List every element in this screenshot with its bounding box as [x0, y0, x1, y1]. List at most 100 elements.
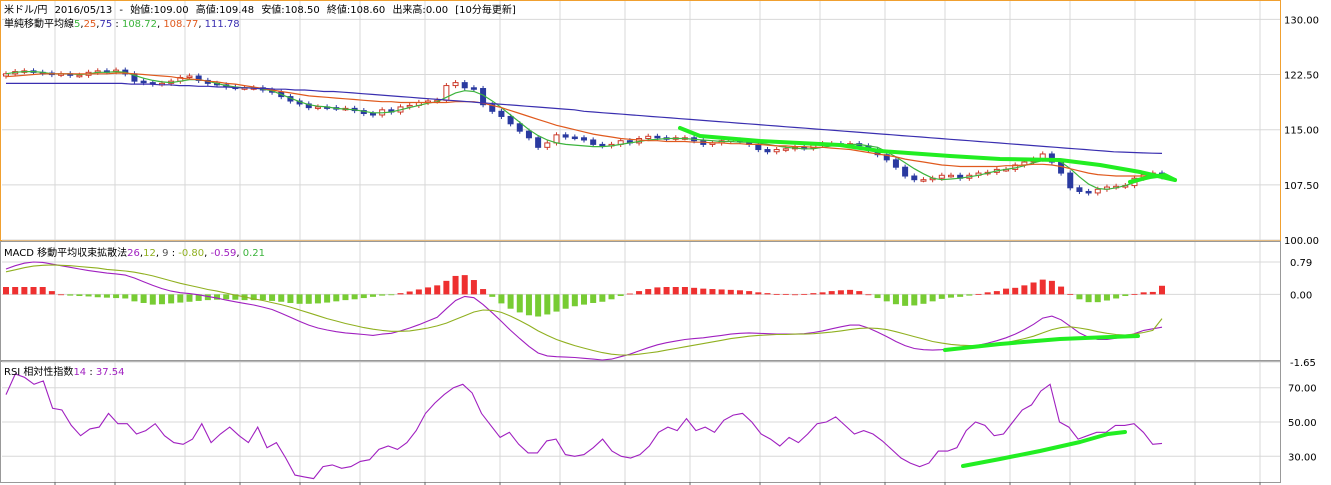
- macd-histogram-bar: [369, 294, 376, 297]
- macd-histogram-bar: [571, 294, 578, 307]
- macd-histogram-bar: [645, 289, 652, 295]
- macd-histogram-bar: [397, 293, 404, 295]
- candle-body: [590, 139, 597, 145]
- macd-histogram-bar: [1103, 294, 1110, 301]
- date-label: 2016/05/13: [55, 5, 113, 16]
- annotation-stroke: [961, 430, 1127, 468]
- macd-histogram-bar: [957, 294, 964, 297]
- candle-body: [920, 179, 927, 182]
- macd-histogram-bar: [232, 294, 239, 300]
- macd-histogram-bar: [131, 294, 138, 302]
- price-tick-label: 107.50: [1284, 181, 1319, 192]
- grid-layer: [2, 1, 1280, 482]
- candle-body: [764, 149, 771, 153]
- macd-histogram-bar: [581, 294, 587, 305]
- macd-histogram-bar: [195, 294, 202, 301]
- candle-body: [654, 135, 661, 139]
- macd-histogram-bar: [443, 280, 450, 295]
- macd-histogram-bar: [709, 289, 716, 295]
- candle-body: [782, 148, 789, 151]
- macd-histogram-bar: [672, 287, 679, 295]
- macd-histogram-bar: [58, 294, 65, 296]
- candle-body: [305, 103, 312, 109]
- candle-body: [470, 87, 477, 90]
- candle-body: [195, 75, 202, 81]
- macd-histogram-bar: [966, 294, 973, 296]
- candle-body: [947, 174, 954, 178]
- macd-histogram-bar: [525, 294, 532, 316]
- candle-body: [599, 143, 606, 147]
- macd-histogram-bar: [498, 294, 505, 304]
- macd-legend-label: MACD 移動平均収束拡散法: [4, 246, 127, 259]
- macd-histogram-bar: [599, 294, 606, 302]
- macd-histogram-bar: [920, 294, 927, 304]
- macd-histogram-bar: [975, 293, 982, 295]
- candle-body: [3, 73, 9, 77]
- sma-value-5: 108.72: [122, 19, 157, 30]
- macd-histogram-bar: [736, 290, 743, 295]
- macd-histogram-bar: [902, 294, 909, 306]
- macd-histogram-bar: [379, 294, 386, 296]
- sma-param-25: 25: [84, 19, 97, 30]
- macd-histogram-bar: [654, 287, 661, 295]
- macd-histogram-bar: [489, 294, 496, 297]
- macd-histogram-bar: [507, 294, 514, 309]
- macd-histogram-bar: [269, 294, 276, 301]
- macd-histogram-bar: [305, 294, 312, 304]
- sma-param-5: 5: [74, 19, 80, 30]
- macd-histogram-bar: [452, 275, 459, 295]
- macd-histogram-bar: [938, 294, 945, 299]
- macd-histogram-bar: [333, 294, 340, 302]
- macd-histogram-bar: [461, 275, 468, 295]
- annotation-stroke: [943, 334, 1140, 352]
- macd-histogram-bar: [406, 291, 413, 295]
- candle-body: [1085, 190, 1092, 194]
- macd-param-9: 9: [162, 248, 168, 259]
- candle-body: [645, 135, 652, 140]
- macd-histogram-bar: [434, 285, 441, 295]
- high-label: 高値:: [196, 3, 219, 16]
- macd-histogram-bar: [636, 291, 643, 295]
- macd-value-3: 0.21: [243, 248, 265, 259]
- price-tick-label: 100.00: [1284, 236, 1319, 247]
- candle-body: [571, 136, 578, 140]
- low-label: 安値:: [261, 3, 284, 16]
- macd-histogram-bar: [755, 292, 762, 295]
- macd-histogram-bar: [1159, 285, 1165, 295]
- candle-body: [535, 137, 542, 148]
- candle-body: [525, 130, 532, 139]
- macd-histogram-bar: [259, 294, 266, 301]
- axis-layer: 130.00 122.50 115.00 107.50 100.00 0.79 0.00 -1…: [54, 15, 1319, 485]
- macd-param-26: 26: [127, 248, 140, 259]
- annotation-stroke: [1128, 173, 1177, 184]
- open-label: 始値:: [130, 3, 153, 16]
- annotation-layer: [678, 126, 1177, 468]
- macd-histogram-bar: [480, 289, 487, 295]
- rsi-tick-label: 30.00: [1288, 452, 1317, 463]
- macd-histogram-bar: [113, 294, 120, 299]
- macd-histogram-bar: [883, 294, 890, 302]
- sma-line-25: [5, 72, 1163, 177]
- macd-histogram-bar: [929, 294, 936, 302]
- macd-histogram-bar: [1067, 293, 1074, 295]
- macd-histogram-bar: [314, 294, 321, 304]
- sma-value-75: 111.78: [205, 19, 240, 30]
- macd-histogram-bar: [287, 294, 294, 303]
- macd-histogram-bar: [792, 294, 799, 296]
- macd-histogram-bar: [947, 294, 954, 298]
- sma-legend-label: 単純移動平均線: [4, 17, 74, 30]
- macd-histogram-bar: [30, 287, 37, 295]
- macd-histogram-bar: [544, 294, 551, 315]
- macd-histogram-bar: [158, 294, 165, 305]
- macd-histogram-bar: [1021, 285, 1028, 295]
- macd-histogram-bar: [470, 280, 477, 295]
- sma-param-75: 75: [99, 19, 112, 30]
- macd-histogram-bar: [1094, 294, 1101, 303]
- macd-histogram-bar: [1113, 294, 1120, 299]
- price-tick-label: 130.00: [1284, 15, 1319, 26]
- macd-histogram-bar: [12, 287, 19, 295]
- candle-body: [498, 110, 505, 117]
- price-tick-label: 115.00: [1284, 126, 1319, 137]
